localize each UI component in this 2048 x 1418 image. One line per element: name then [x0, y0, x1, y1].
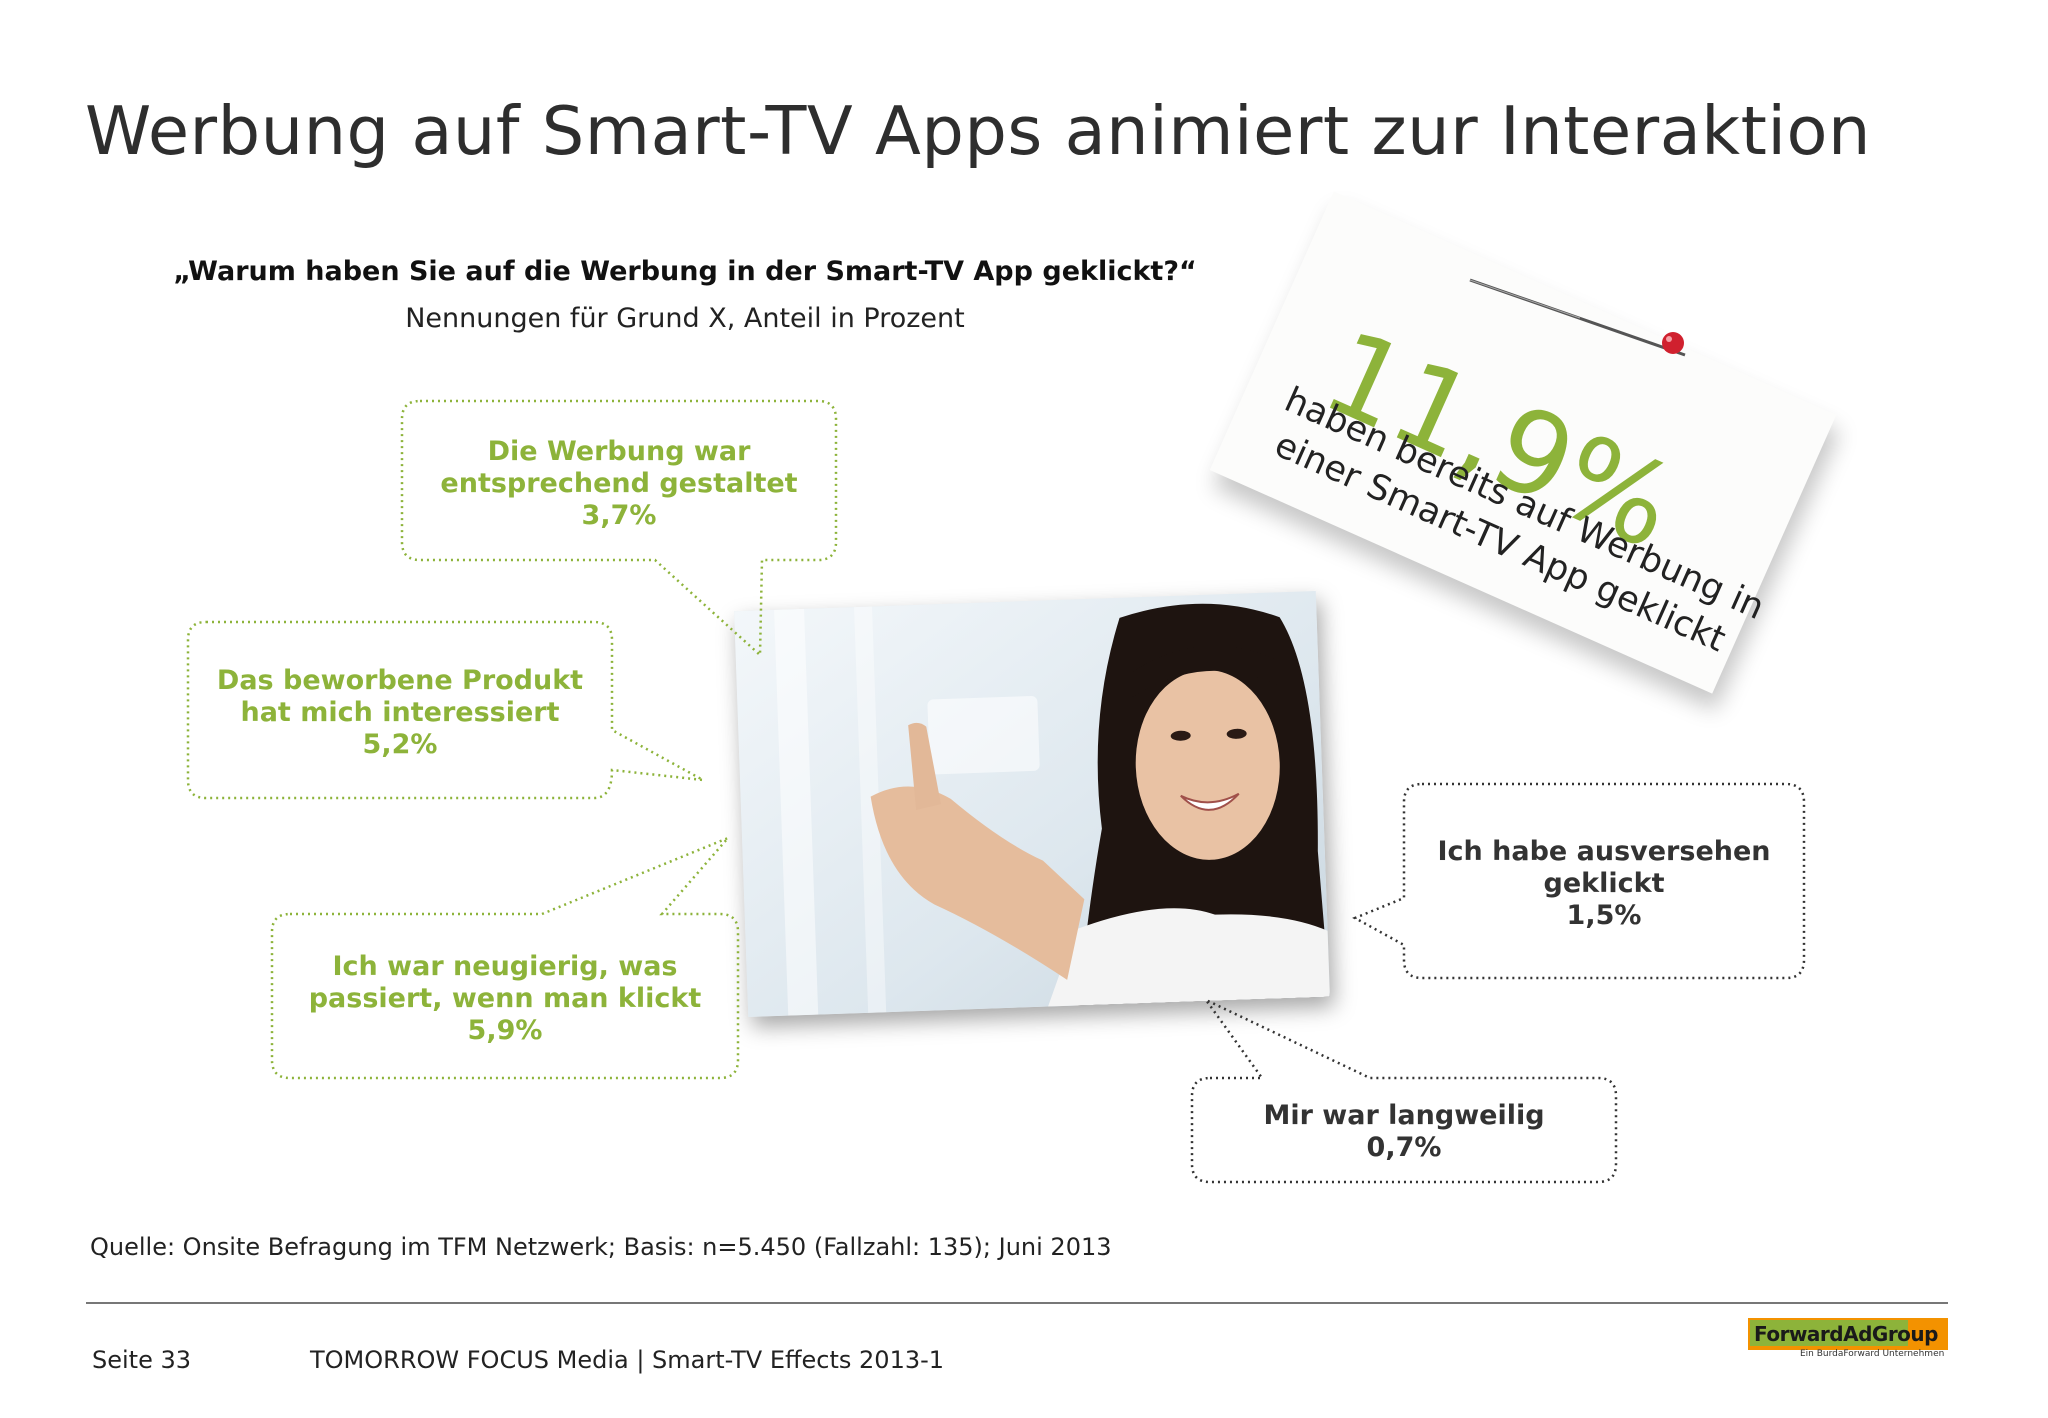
- bubble-product-value: 5,2%: [362, 729, 438, 760]
- bubble-bored: Mir war langweilig 0,7%: [1192, 1100, 1616, 1164]
- bubble-design: Die Werbung war entsprechend gestaltet 3…: [402, 436, 836, 532]
- bubble-bored-line-1: Mir war langweilig: [1263, 1100, 1545, 1131]
- bubble-accidental: Ich habe ausversehen geklickt 1,5%: [1404, 836, 1804, 932]
- survey-question: „Warum haben Sie auf die Werbung in der …: [173, 256, 1197, 287]
- bubble-curious-line-1: Ich war neugierig, was: [332, 951, 678, 982]
- slide-title: Werbung auf Smart-TV Apps animiert zur I…: [85, 92, 1871, 170]
- bubble-design-line-2: entsprechend gestaltet: [440, 468, 798, 499]
- footer-text: TOMORROW FOCUS Media | Smart-TV Effects …: [310, 1346, 945, 1374]
- slide-subtitle: Nennungen für Grund X, Anteil in Prozent: [405, 303, 965, 334]
- bubble-product: Das beworbene Produkt hat mich interessi…: [188, 665, 612, 761]
- logo-subline: Ein BurdaForward Unternehmen: [1800, 1349, 1945, 1359]
- bubble-curious-value: 5,9%: [467, 1015, 543, 1046]
- woman-touching-screen-photo: [734, 590, 1330, 1018]
- bubble-curious: Ich war neugierig, was passiert, wenn ma…: [272, 951, 738, 1047]
- bubble-design-line-1: Die Werbung war: [487, 436, 751, 467]
- forwardadgroup-logo: ForwardAdGroup: [1748, 1318, 1948, 1350]
- bubble-curious-line-2: passiert, wenn man klickt: [308, 983, 702, 1014]
- bubble-accidental-line-1: Ich habe ausversehen: [1437, 836, 1771, 867]
- page-number: Seite 33: [92, 1346, 192, 1374]
- bubble-accidental-line-2: geklickt: [1543, 868, 1665, 899]
- source-note: Quelle: Onsite Befragung im TFM Netzwerk…: [90, 1233, 1112, 1261]
- bubble-product-line-1: Das beworbene Produkt: [216, 665, 584, 696]
- footer-divider: [86, 1302, 1948, 1304]
- bubble-design-value: 3,7%: [581, 500, 657, 531]
- bubble-product-line-2: hat mich interessiert: [240, 697, 560, 728]
- bubble-bored-value: 0,7%: [1366, 1132, 1442, 1163]
- pin-icon: [1469, 278, 1686, 357]
- logo-name: ForwardAdGroup: [1754, 1322, 1938, 1346]
- bubble-accidental-value: 1,5%: [1566, 900, 1642, 931]
